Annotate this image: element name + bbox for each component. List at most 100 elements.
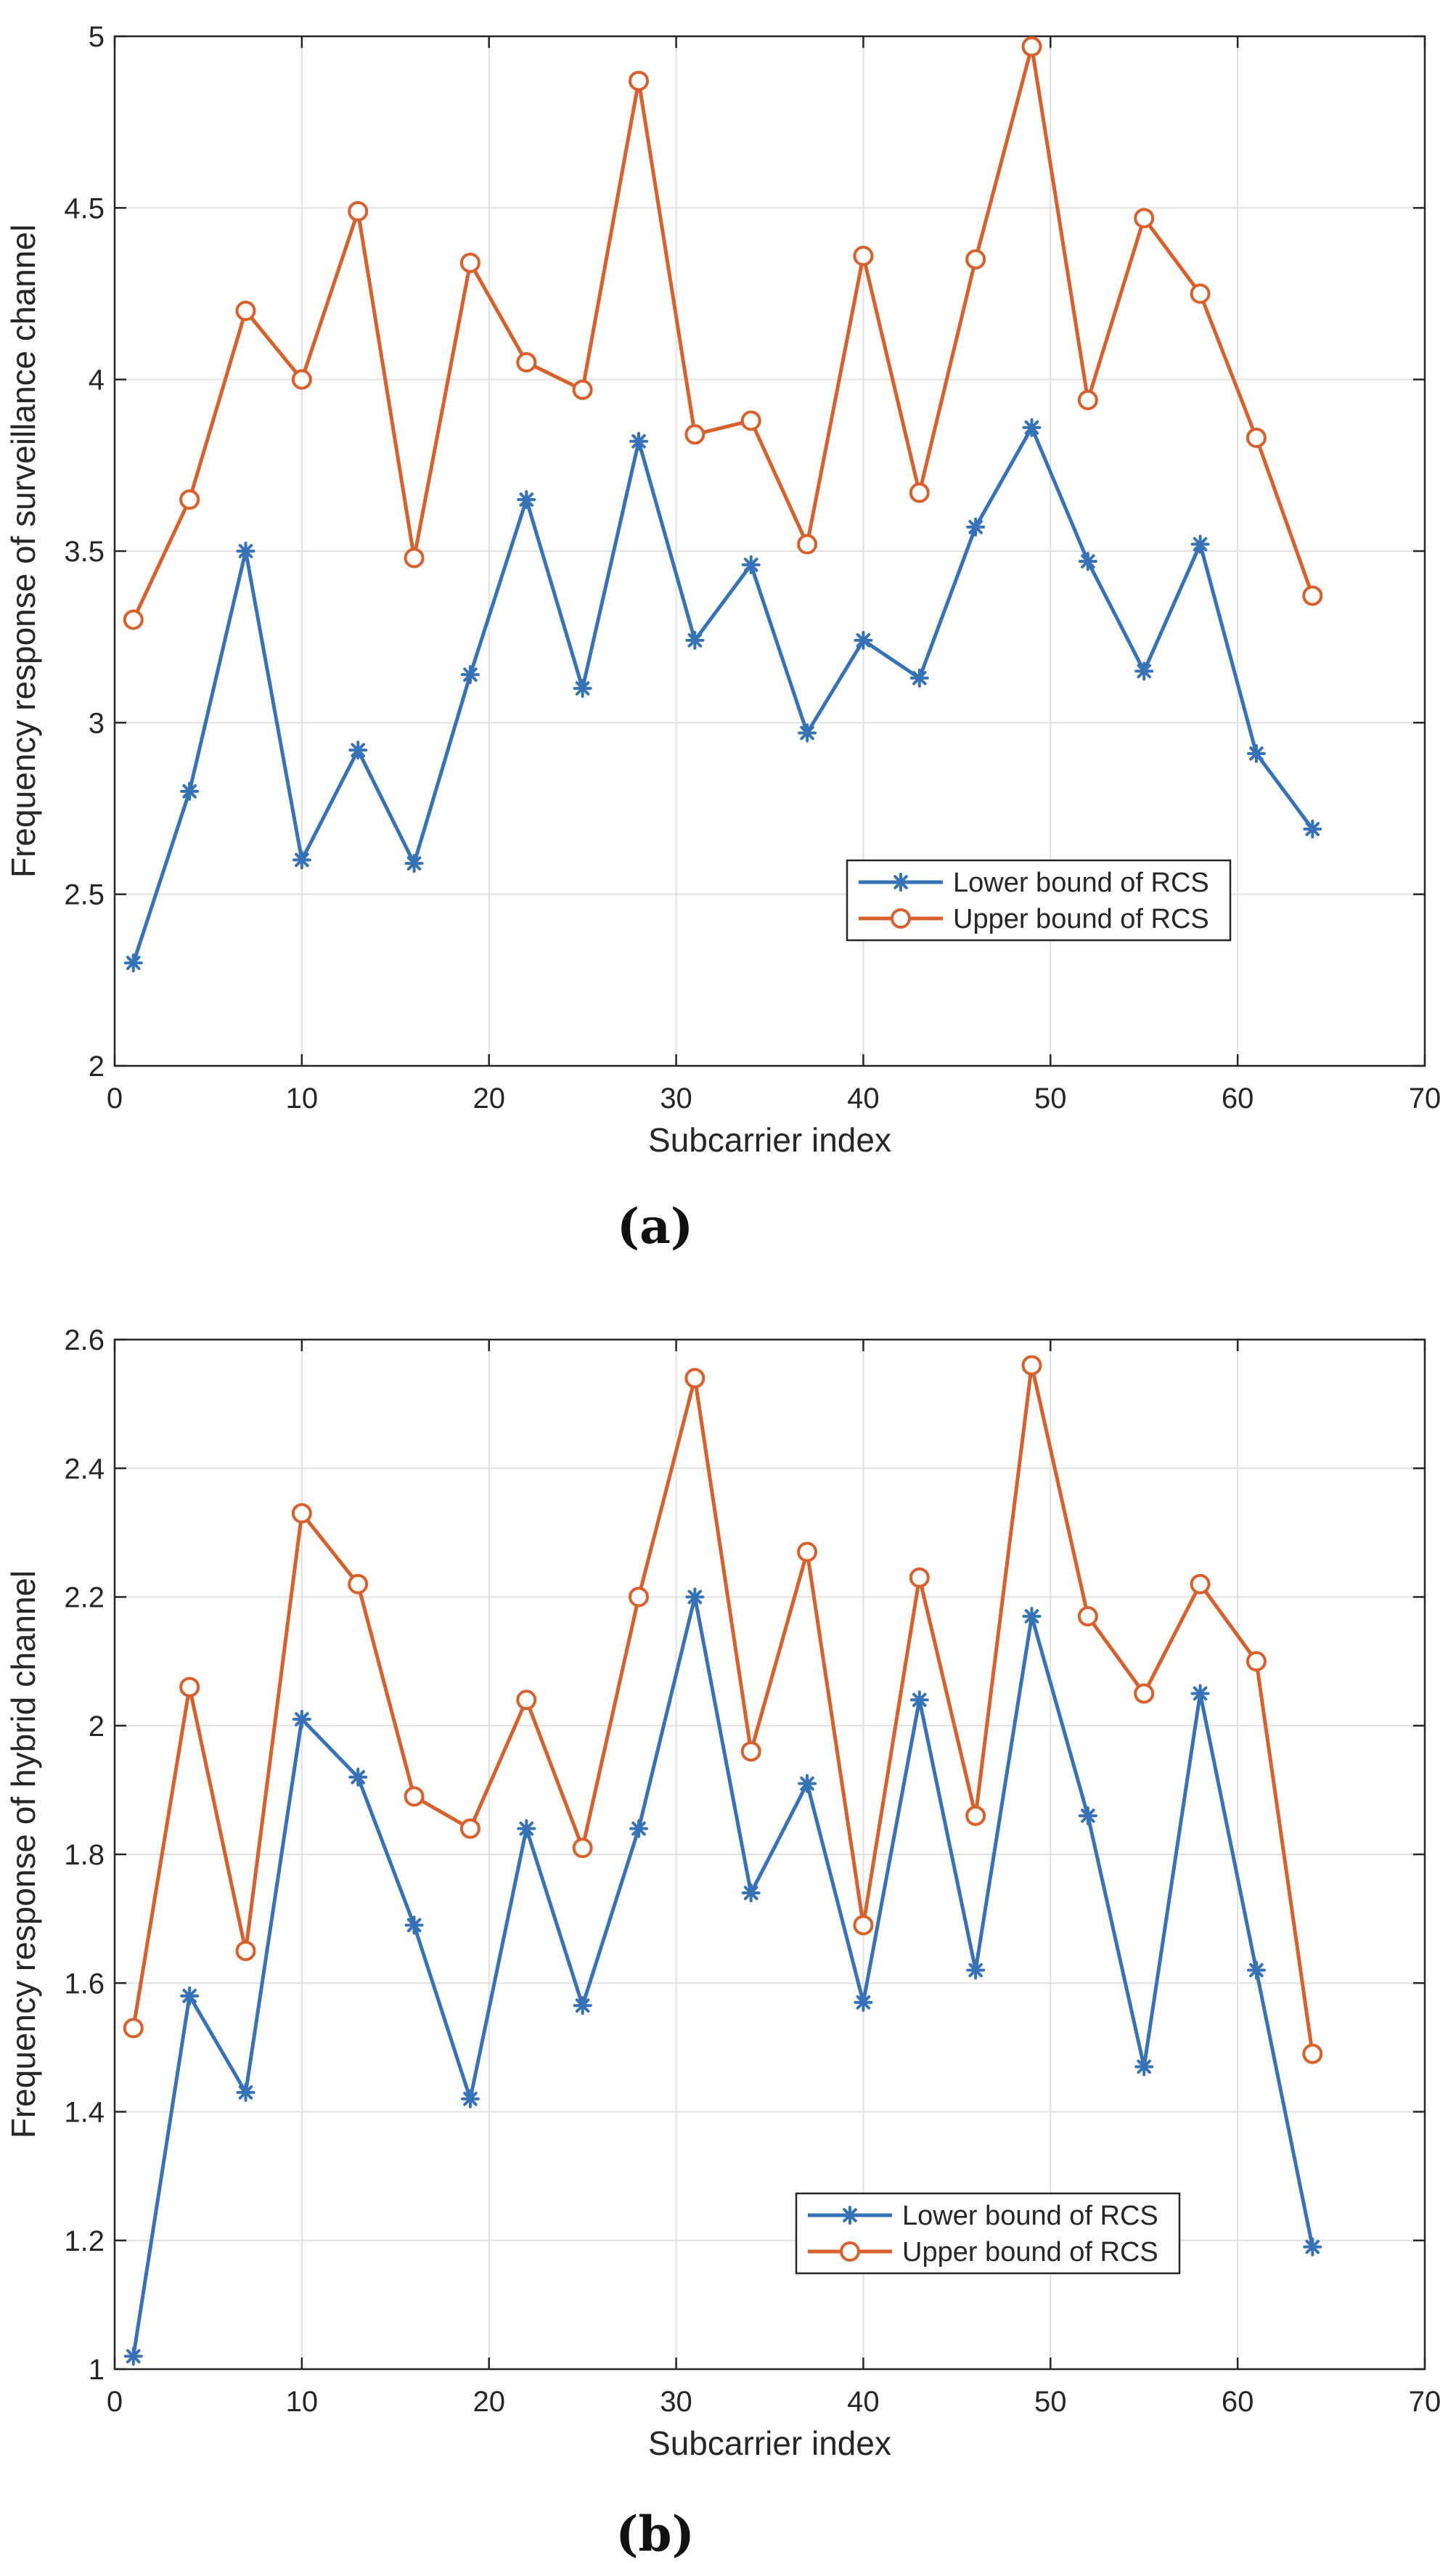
data-point (909, 1567, 930, 1588)
x-tick-label: 40 (847, 1083, 880, 1115)
x-tick-label: 50 (1034, 2386, 1067, 2418)
data-point (965, 249, 986, 270)
legend: Lower bound of RCS Upper bound of RCS (846, 859, 1232, 942)
data-point (685, 1587, 705, 1607)
x-tick-label: 40 (847, 2386, 880, 2418)
x-tick-label: 60 (1222, 2386, 1254, 2418)
data-point (404, 1915, 424, 1935)
data-point (1134, 208, 1155, 229)
data-point (573, 1996, 592, 2016)
y-tick-label: 3 (89, 707, 105, 739)
x-tick-label: 30 (660, 1083, 692, 1115)
data-point (909, 482, 930, 503)
data-point (516, 1690, 537, 1711)
y-axis-label: Frequency response of surveillance chann… (4, 224, 42, 878)
data-point (1022, 1607, 1042, 1626)
data-point (854, 1992, 873, 2012)
x-tick-label: 70 (1409, 1083, 1441, 1115)
x-axis-label: Subcarrier index (648, 2424, 891, 2462)
data-point (1077, 390, 1098, 411)
data-point (573, 679, 592, 698)
data-point (798, 723, 817, 743)
data-point (292, 1709, 311, 1729)
legend-item: Upper bound of RCS (859, 904, 1209, 934)
data-point (684, 424, 705, 445)
data-point (1246, 1960, 1266, 1980)
data-point (179, 489, 200, 510)
data-point (460, 665, 480, 685)
series-line (131, 1363, 1314, 2055)
data-point (1021, 36, 1042, 57)
data-point (123, 2018, 144, 2039)
data-point (629, 431, 648, 451)
data-point (180, 781, 200, 801)
x-tick-label: 0 (107, 2386, 123, 2418)
figure-caption: (b) (615, 2506, 695, 2562)
legend: Lower bound of RCS Upper bound of RCS (795, 2192, 1181, 2275)
x-tick-label: 60 (1222, 1083, 1254, 1115)
data-point (123, 609, 144, 630)
x-tick-label: 10 (286, 2386, 319, 2418)
data-point (1246, 1651, 1267, 1672)
data-point (572, 379, 593, 400)
chart-panel-a: 0 10 20 30 40 50 60 70 2 2.5 3 3.5 4 4.5 5 Subcarrier i… (4, 21, 1441, 1255)
y-tick-label: 1.8 (64, 1839, 105, 1871)
y-tick-label: 2 (89, 1051, 105, 1083)
data-point (629, 70, 649, 91)
y-tick-label: 5 (89, 21, 105, 53)
data-point (909, 668, 929, 688)
data-point (1302, 2043, 1323, 2064)
legend-item: Lower bound of RCS (859, 868, 1209, 898)
series-line (131, 44, 1314, 621)
figure-caption: (a) (617, 1198, 693, 1255)
data-point (459, 1818, 480, 1839)
data-point (291, 369, 312, 390)
x-axis-label: Subcarrier index (648, 1121, 891, 1159)
data-point (291, 1503, 312, 1524)
data-point (741, 555, 761, 574)
data-point (517, 1819, 536, 1838)
legend-marker (891, 873, 910, 892)
x-tick-label: 30 (660, 2386, 692, 2418)
y-tick-label: 4.5 (64, 192, 105, 224)
x-tick-label: 20 (473, 1083, 505, 1115)
legend-item: Upper bound of RCS (808, 2237, 1158, 2267)
data-point (1134, 661, 1154, 681)
data-point (909, 1690, 929, 1710)
x-tick-label: 70 (1409, 2386, 1441, 2418)
data-point (404, 547, 425, 569)
data-point (797, 534, 818, 555)
data-point (1190, 1573, 1211, 1594)
y-tick-label: 2 (89, 1711, 105, 1743)
series-upper-bound (123, 36, 1323, 630)
data-point (1077, 1606, 1098, 1627)
data-point (629, 1819, 648, 1838)
data-point (348, 741, 368, 760)
data-point (1021, 1355, 1042, 1376)
data-point (740, 1741, 761, 1762)
data-point (348, 201, 369, 222)
data-point (348, 1767, 368, 1787)
series-lower-bound (123, 1587, 1322, 2366)
y-tick-label: 2.6 (64, 1324, 105, 1356)
data-point (179, 1676, 200, 1698)
legend-marker (840, 2241, 860, 2262)
series-lower-bound (123, 417, 1322, 973)
data-point (853, 245, 874, 266)
data-point (123, 2347, 143, 2366)
data-point (685, 630, 705, 650)
data-point (404, 854, 424, 873)
legend-box (795, 2192, 1181, 2275)
data-point (1078, 552, 1097, 571)
data-point (236, 542, 255, 561)
data-point (460, 2089, 480, 2108)
data-point (966, 517, 986, 537)
data-point (1246, 428, 1267, 449)
legend-item: Lower bound of RCS (808, 2201, 1158, 2231)
data-point (1302, 585, 1323, 606)
data-point (965, 1805, 986, 1826)
data-point (854, 630, 873, 650)
data-point (966, 1960, 986, 1980)
data-point (1246, 743, 1266, 763)
